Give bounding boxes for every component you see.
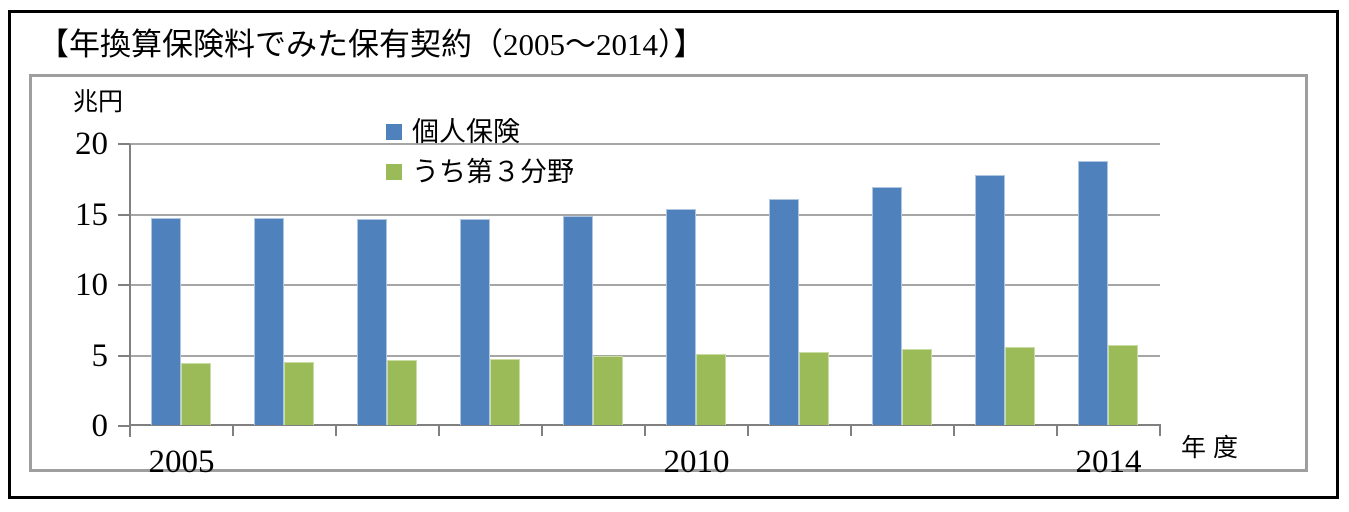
x-tick — [644, 426, 646, 436]
bar-third-sector-2006 — [284, 362, 314, 425]
gridline-20 — [130, 143, 1160, 145]
y-axis-label-5: 5 — [91, 337, 109, 374]
x-tick — [129, 426, 131, 436]
bar-third-sector-2009 — [593, 356, 623, 425]
bar-third-sector-2010 — [696, 354, 726, 425]
bar-individual-2010 — [666, 209, 696, 425]
legend-label-individual: 個人保険 — [412, 116, 520, 147]
y-axis-label-0: 0 — [91, 408, 109, 444]
y-tick — [118, 213, 130, 216]
bar-individual-2011 — [769, 199, 799, 425]
legend-swatch-green — [386, 164, 402, 180]
y-tick — [118, 284, 130, 286]
x-tick — [541, 426, 543, 436]
x-tick — [747, 426, 749, 436]
x-tick — [1159, 426, 1161, 436]
bar-individual-2005 — [151, 218, 181, 425]
bar-third-sector-2007 — [387, 360, 417, 425]
y-tick — [118, 354, 130, 357]
bar-individual-2008 — [460, 219, 490, 425]
bar-individual-2014 — [1078, 161, 1108, 425]
y-tick — [118, 143, 130, 145]
legend-item-third-sector: うち第３分野 — [386, 154, 574, 190]
y-tick — [118, 425, 130, 427]
bar-third-sector-2011 — [799, 352, 829, 425]
y-axis-label-20: 20 — [75, 126, 108, 162]
x-tick — [335, 426, 337, 436]
gridline-10 — [130, 284, 1160, 286]
x-axis-label-2010: 2010 — [663, 444, 730, 480]
y-axis-line — [129, 144, 131, 437]
y-axis-unit-label: 兆円 — [73, 89, 124, 116]
bar-individual-2009 — [563, 216, 593, 425]
legend: 個人保険 うち第３分野 — [386, 114, 574, 194]
x-axis-label-2014: 2014 — [1075, 444, 1142, 480]
x-tick — [850, 426, 852, 436]
plot-area — [129, 143, 1161, 437]
x-axis-label-2005: 2005 — [148, 444, 215, 480]
x-axis-line — [129, 424, 1161, 426]
y-axis-label-10: 10 — [75, 267, 108, 303]
x-tick — [438, 426, 440, 436]
bar-third-sector-2008 — [490, 359, 520, 425]
bar-third-sector-2005 — [181, 363, 211, 425]
bar-third-sector-2013 — [1005, 347, 1035, 425]
chart-title: 【年換算保険料でみた保有契約（2005～2014）】 — [38, 27, 705, 62]
x-axis-title: 年度 — [1181, 435, 1246, 462]
bar-third-sector-2012 — [902, 349, 932, 425]
legend-item-individual: 個人保険 — [386, 114, 574, 150]
bar-individual-2006 — [254, 218, 284, 425]
y-axis-label-15: 15 — [75, 196, 108, 233]
gridline-5 — [130, 354, 1160, 357]
bar-individual-2013 — [975, 175, 1005, 425]
legend-label-third-sector: うち第３分野 — [412, 156, 574, 187]
legend-swatch-blue — [386, 124, 402, 140]
x-tick — [953, 426, 955, 436]
bar-individual-2007 — [357, 219, 387, 425]
bar-individual-2012 — [872, 187, 902, 425]
x-tick — [1056, 426, 1058, 436]
bar-third-sector-2014 — [1108, 345, 1138, 425]
x-tick — [232, 426, 234, 436]
gridline-15 — [130, 213, 1160, 216]
